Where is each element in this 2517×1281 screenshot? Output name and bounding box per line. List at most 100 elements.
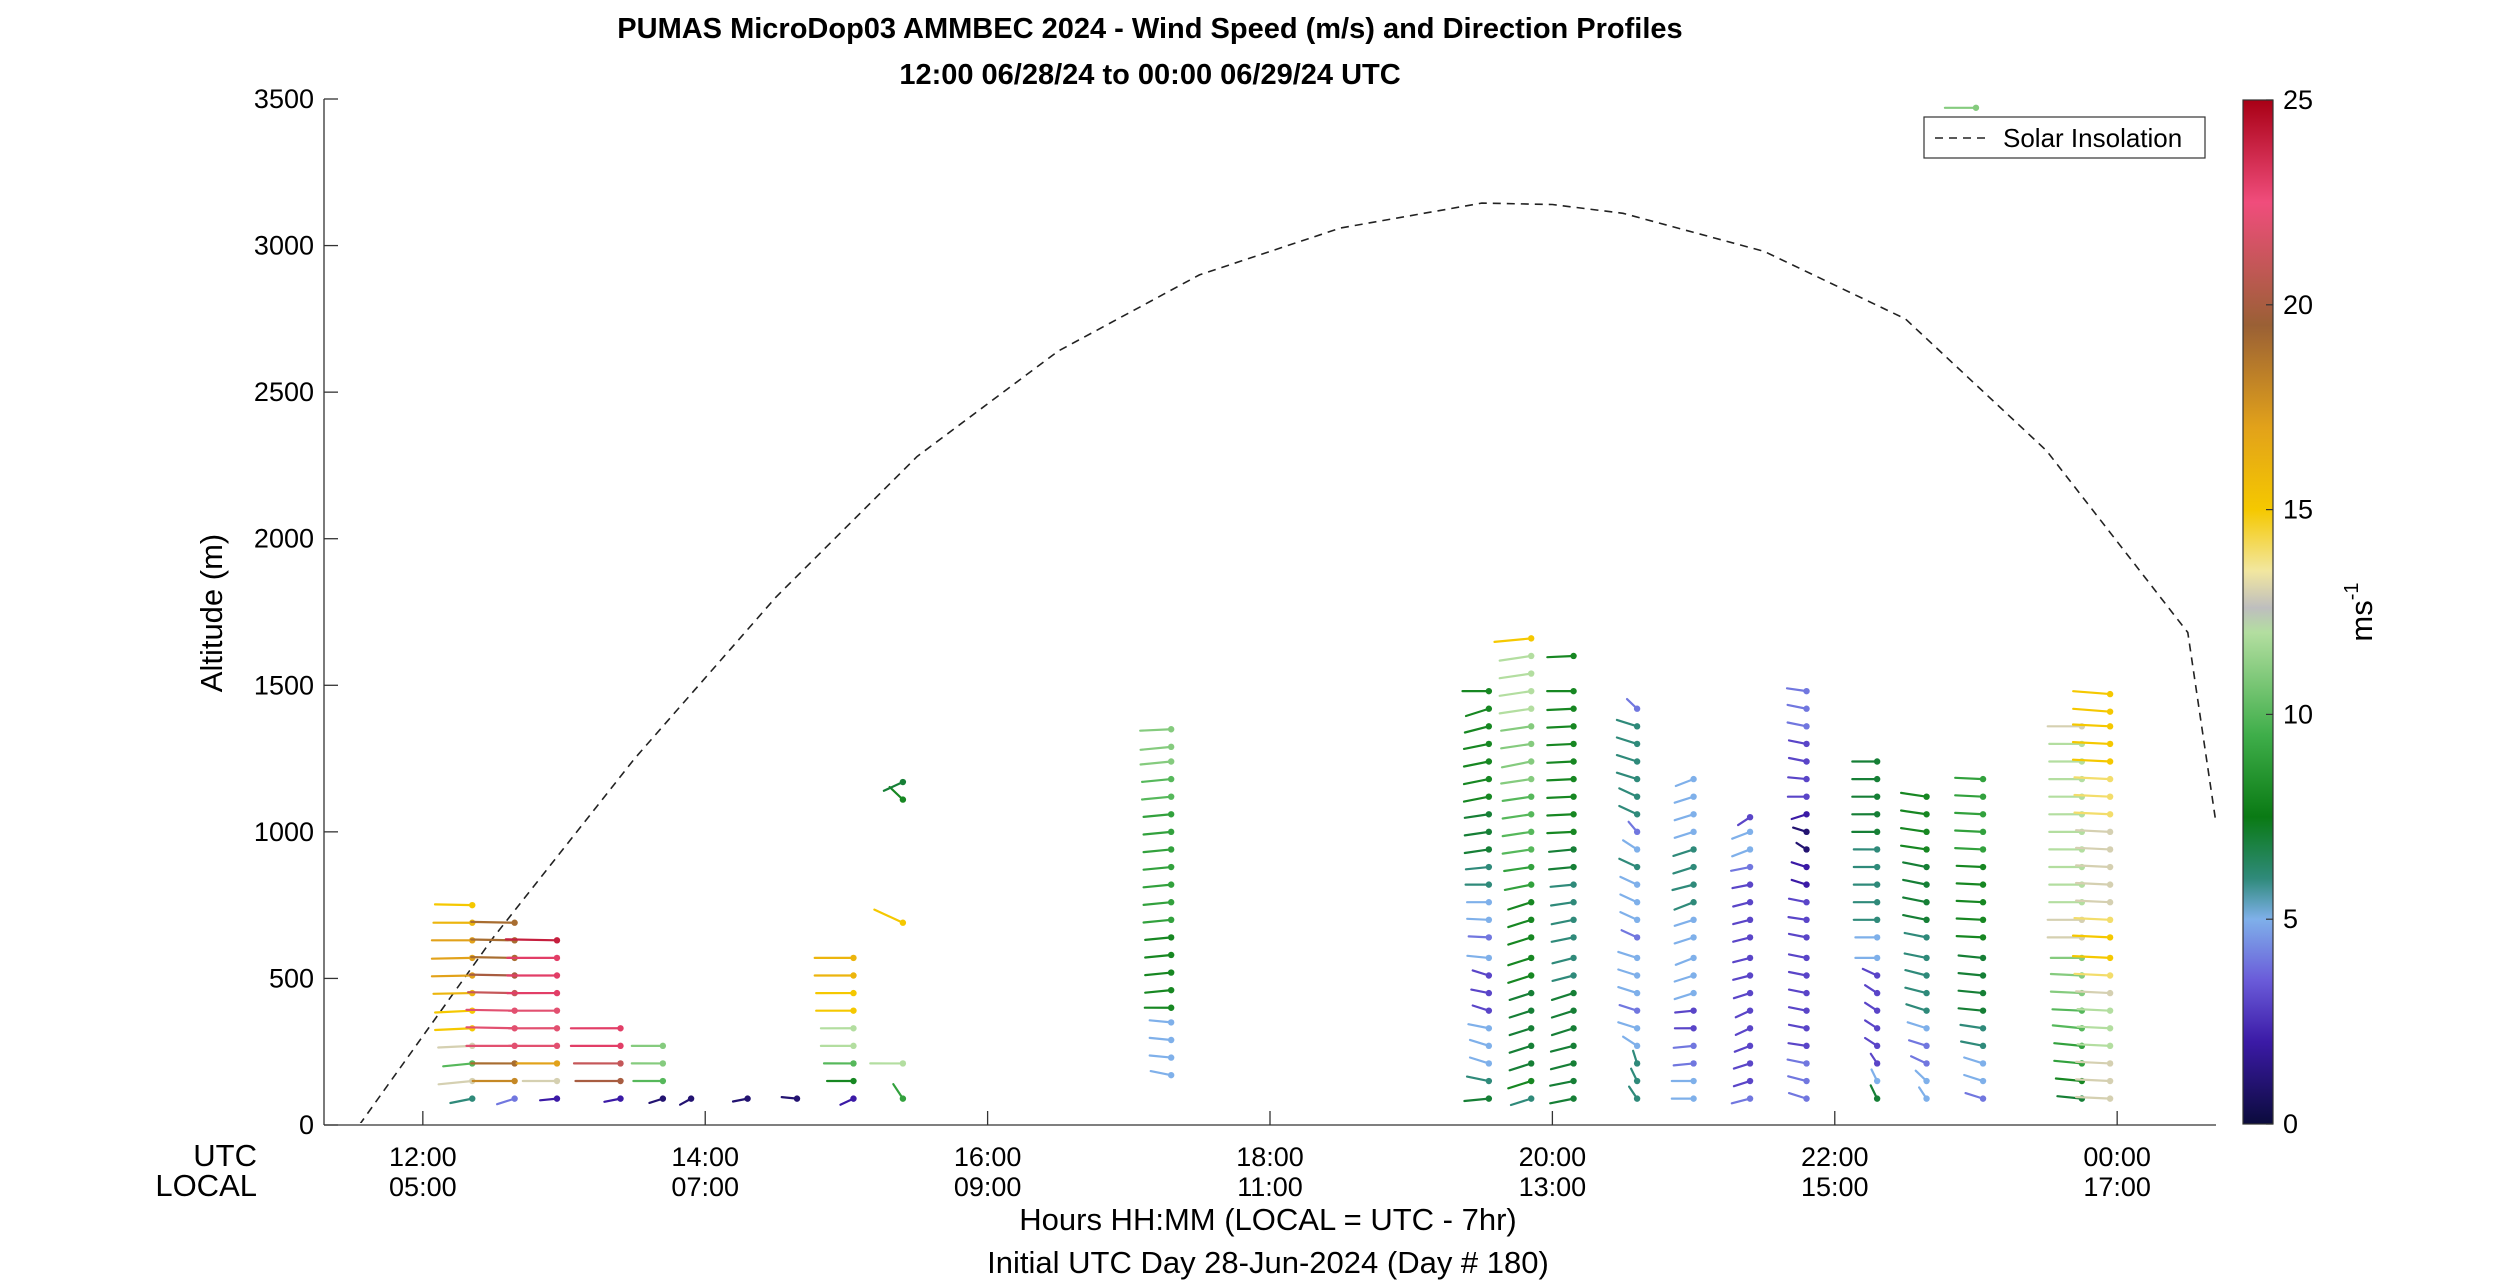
wind-vector-dot bbox=[1528, 899, 1535, 906]
wind-vector-shaft bbox=[1498, 654, 1533, 662]
wind-vector-shaft bbox=[1462, 760, 1490, 768]
wind-vector-dot bbox=[1873, 828, 1881, 836]
wind-vector-dot bbox=[1979, 811, 1987, 818]
wind-vector-shaft bbox=[1463, 813, 1490, 819]
colorbar-tick-label: 0 bbox=[2283, 1109, 2298, 1139]
wind-vector-dot bbox=[1528, 972, 1535, 979]
wind-vector bbox=[2075, 989, 2114, 997]
wind-vector bbox=[2071, 723, 2114, 730]
wind-vector-shaft bbox=[1546, 707, 1575, 712]
wind-vector-shaft bbox=[2056, 1095, 2083, 1100]
wind-vector bbox=[1498, 687, 1535, 697]
wind-vector bbox=[1507, 899, 1535, 911]
wind-vector-dot bbox=[1690, 811, 1697, 818]
wind-vector-shaft bbox=[1148, 1036, 1173, 1042]
wind-vector bbox=[430, 972, 476, 979]
wind-vector-dot bbox=[1167, 1071, 1175, 1079]
wind-vector-dot bbox=[1528, 954, 1535, 962]
wind-vector bbox=[1673, 828, 1697, 839]
wind-vector-shaft bbox=[1149, 1069, 1173, 1077]
wind-vector bbox=[1462, 775, 1493, 786]
wind-vector-dot bbox=[1570, 740, 1577, 748]
wind-vector-dot bbox=[1485, 1077, 1493, 1085]
wind-vector bbox=[2076, 1007, 2114, 1014]
wind-vector-shaft bbox=[1955, 899, 1985, 904]
wind-vector-shaft bbox=[1904, 986, 1928, 995]
wind-vector-dot bbox=[1633, 972, 1641, 979]
x-axis-sublabel: Initial UTC Day 28-Jun-2024 (Day # 180) bbox=[987, 1245, 1549, 1280]
wind-vector-dot bbox=[1690, 972, 1697, 979]
wind-vector-dot bbox=[1633, 863, 1641, 871]
wind-vector bbox=[1619, 893, 1641, 906]
x-tick-label-local: 15:00 bbox=[1801, 1172, 1869, 1202]
wind-vector-dot bbox=[1485, 793, 1493, 800]
wind-vector bbox=[1863, 1019, 1881, 1032]
wind-vector bbox=[2073, 916, 2114, 923]
wind-vector-dot bbox=[1570, 1042, 1577, 1050]
wind-vector-dot bbox=[1528, 740, 1535, 748]
wind-vector bbox=[1954, 775, 1987, 783]
wind-vector-shaft bbox=[434, 1009, 474, 1014]
wind-vector-shaft bbox=[1139, 760, 1173, 766]
wind-vector-shaft bbox=[1503, 865, 1533, 873]
wind-vector-shaft bbox=[1509, 1097, 1533, 1107]
solar-insolation-curve bbox=[359, 202, 2217, 1123]
wind-vector-dot bbox=[1633, 899, 1641, 906]
wind-vector-dot bbox=[617, 1095, 624, 1102]
wind-vector bbox=[1954, 793, 1987, 800]
wind-vector-dot bbox=[850, 1077, 857, 1085]
wind-vector-dot bbox=[1690, 881, 1697, 888]
wind-vector bbox=[603, 1095, 624, 1103]
wind-vector-dot bbox=[1972, 104, 1980, 111]
wind-vector bbox=[1957, 989, 1987, 997]
wind-vector bbox=[1955, 881, 1987, 888]
wind-vector bbox=[430, 937, 476, 944]
wind-vector-dot bbox=[1923, 899, 1930, 906]
wind-vector-dot bbox=[1923, 793, 1930, 800]
wind-vector-shaft bbox=[1465, 1075, 1490, 1083]
wind-vector-dot bbox=[511, 1095, 518, 1102]
wind-vector-dot bbox=[1923, 1042, 1930, 1050]
x-tick-label-local: 11:00 bbox=[1237, 1172, 1303, 1202]
wind-vector bbox=[1670, 1077, 1697, 1085]
wind-vector-dot bbox=[1873, 1025, 1881, 1032]
wind-vector-shaft bbox=[1546, 760, 1575, 764]
wind-vector bbox=[1787, 953, 1810, 962]
wind-vector-dot bbox=[1746, 899, 1754, 906]
wind-vector bbox=[1899, 844, 1930, 853]
wind-vector-dot bbox=[1570, 989, 1577, 997]
wind-vector bbox=[882, 778, 907, 792]
wind-vector bbox=[1787, 1006, 1810, 1014]
wind-vector-dot bbox=[1485, 1060, 1493, 1067]
wind-vector-shaft bbox=[1507, 918, 1533, 929]
wind-vector bbox=[1507, 916, 1535, 929]
wind-vector-shaft bbox=[2051, 1008, 2083, 1012]
wind-vector-dot bbox=[659, 1077, 667, 1085]
wind-vector bbox=[1139, 726, 1175, 733]
wind-vector-shaft bbox=[1902, 913, 1928, 921]
wind-vector bbox=[1787, 739, 1810, 748]
wind-vector-shaft bbox=[1786, 1058, 1808, 1065]
wind-vector bbox=[1142, 811, 1175, 819]
wind-vector bbox=[1463, 828, 1493, 837]
wind-vector-dot bbox=[553, 1042, 561, 1050]
wind-vector-dot bbox=[617, 1077, 624, 1085]
wind-vector bbox=[1462, 758, 1493, 768]
wind-vector-dot bbox=[2106, 793, 2114, 800]
wind-vector bbox=[1625, 697, 1641, 712]
wind-vector bbox=[1500, 740, 1535, 750]
wind-vector-shaft bbox=[1464, 707, 1490, 718]
wind-vector-dot bbox=[1923, 863, 1930, 871]
wind-vector bbox=[1462, 740, 1493, 751]
wind-vector-dot bbox=[1528, 793, 1535, 800]
wind-vector bbox=[1790, 861, 1810, 871]
wind-vector bbox=[1550, 934, 1577, 943]
wind-vector-dot bbox=[2106, 1077, 2114, 1085]
wind-vector bbox=[1787, 988, 1810, 997]
wind-vector bbox=[1955, 899, 1987, 906]
wind-vector-dot bbox=[1803, 1095, 1810, 1102]
wind-vector bbox=[1851, 793, 1881, 800]
wind-vector-dot bbox=[2106, 708, 2114, 715]
wind-vector-shaft bbox=[1462, 777, 1490, 786]
wind-vector-dot bbox=[553, 954, 561, 962]
